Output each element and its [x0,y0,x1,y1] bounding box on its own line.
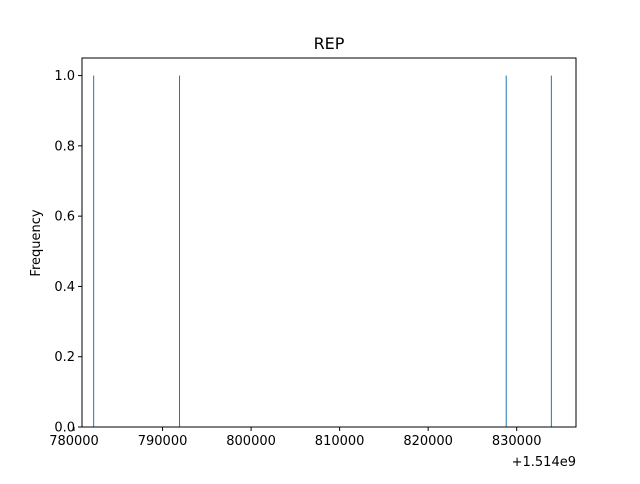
y-axis-label: Frequency [29,209,44,276]
y-tick-label: 0.8 [54,139,75,154]
histogram-bar [505,75,507,428]
bars-group [93,75,552,428]
chart-title: REP [314,34,345,53]
x-tick-label: 790000 [138,434,188,449]
x-tick-label: 830000 [492,434,542,449]
histogram-bar [93,75,95,428]
plot-frame [81,57,577,428]
y-tick-label: 0.4 [54,280,75,295]
histogram-bar [179,75,181,428]
x-tick-label: 780000 [49,434,99,449]
y-tick-label: 0.0 [54,421,75,436]
x-axis-offset-label: +1.514e9 [512,455,576,470]
x-axis-ticks: 780000 790000 800000 810000 820000 830000 [49,427,542,449]
y-axis-ticks: 0.0 0.2 0.4 0.6 0.8 1.0 [54,69,82,436]
y-tick-label: 1.0 [54,69,75,84]
x-tick-label: 810000 [315,434,365,449]
x-tick-label: 800000 [226,434,276,449]
y-tick-label: 0.6 [54,210,75,225]
y-tick-label: 0.2 [54,350,75,365]
x-tick-label: 820000 [403,434,453,449]
histogram-bar [550,75,552,428]
